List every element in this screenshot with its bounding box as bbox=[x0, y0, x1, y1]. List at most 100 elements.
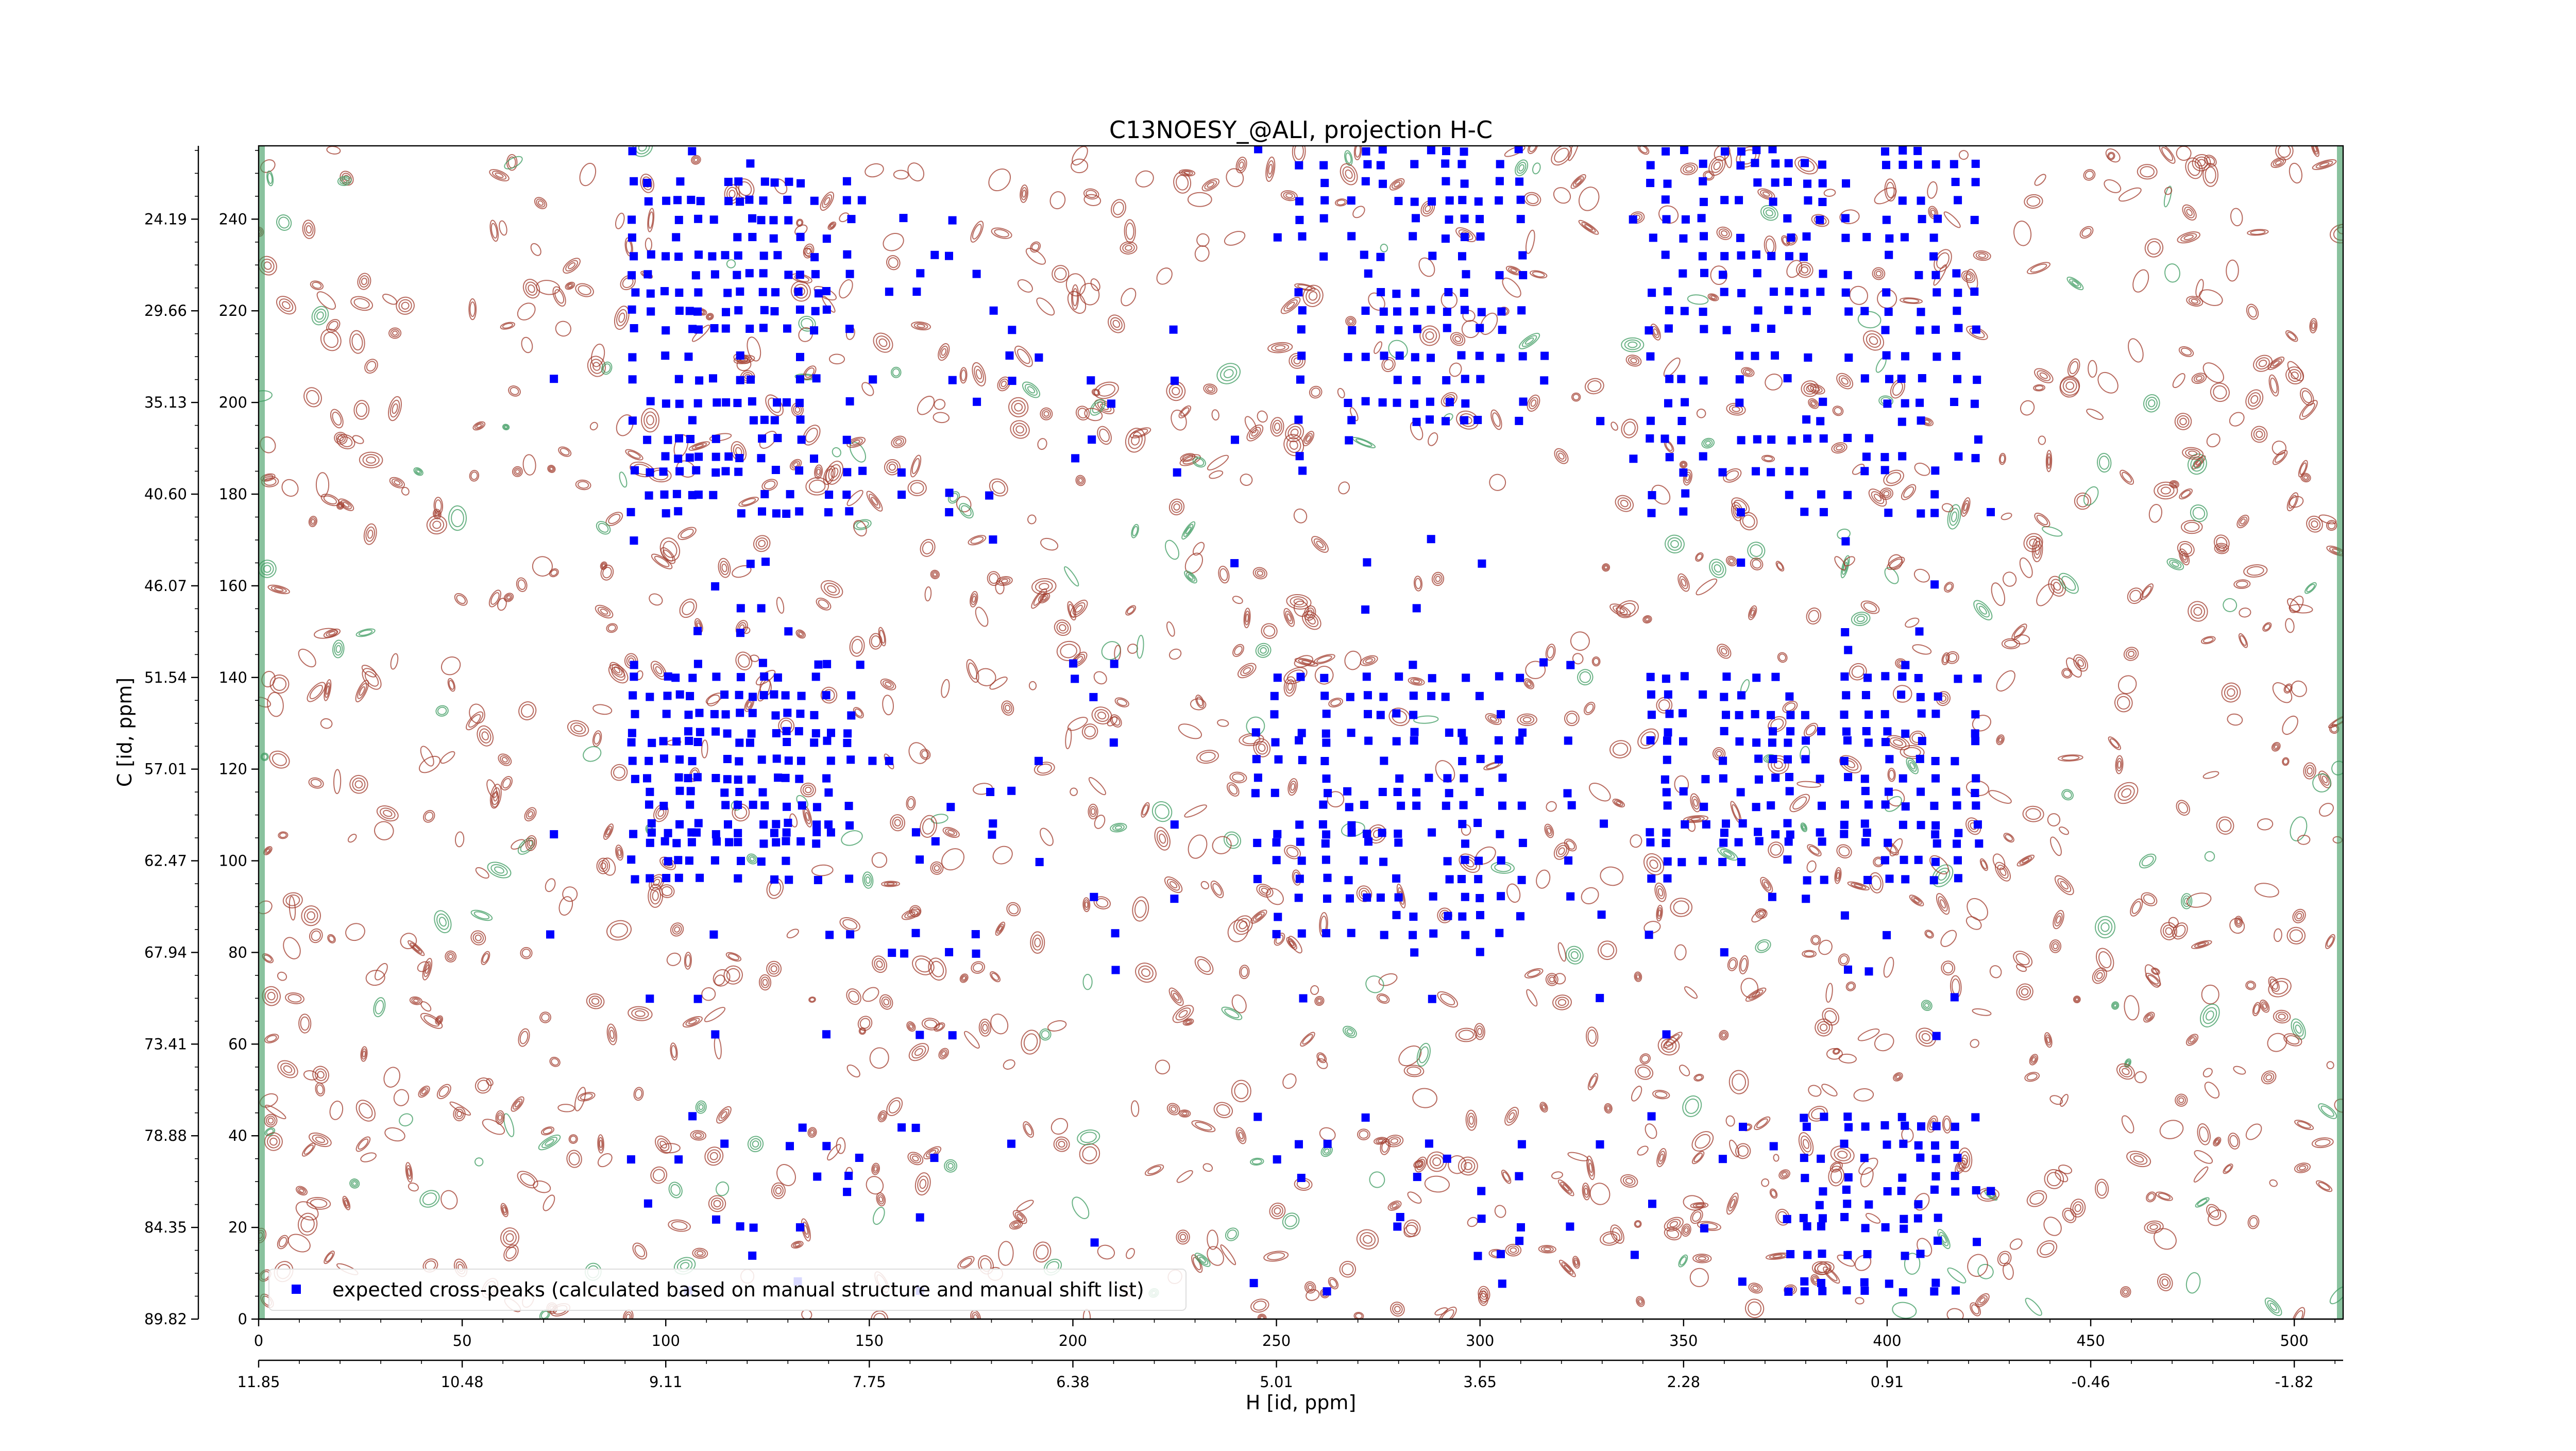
cross-peak-marker bbox=[1720, 252, 1729, 261]
contour-ring bbox=[1972, 1008, 1992, 1016]
x-tick-label: 50 bbox=[453, 1332, 472, 1349]
cross-peak-marker bbox=[693, 773, 702, 782]
contour-ring bbox=[1946, 1308, 1964, 1319]
contour-ring bbox=[295, 1186, 308, 1196]
cross-peak-marker bbox=[1785, 252, 1793, 261]
contour-ring bbox=[710, 1197, 724, 1210]
contour-ring bbox=[1652, 1090, 1670, 1100]
contour-ring bbox=[909, 1153, 921, 1163]
contour-ring bbox=[911, 458, 920, 475]
cross-peak-marker bbox=[1378, 398, 1387, 407]
contour-ring bbox=[481, 731, 489, 740]
contour-ring bbox=[1231, 994, 1247, 1014]
contour-ring bbox=[1872, 267, 1886, 280]
cross-peak-marker bbox=[1495, 672, 1503, 681]
contour-ring bbox=[1461, 1159, 1476, 1173]
contour-ring bbox=[2191, 298, 2198, 304]
cross-peak-marker bbox=[693, 738, 702, 746]
contour-ring bbox=[545, 1139, 554, 1146]
y-ppm-tick-label: 51.54 bbox=[144, 669, 187, 686]
cross-peak-marker bbox=[1816, 417, 1825, 426]
cross-peak-marker bbox=[647, 828, 656, 837]
contour-ring bbox=[2182, 895, 2191, 907]
cross-peak-marker bbox=[1477, 308, 1486, 316]
contour-ring bbox=[1458, 1156, 1478, 1176]
contour-ring bbox=[1027, 386, 1036, 394]
cross-peak-marker bbox=[1680, 672, 1689, 681]
cross-peak-marker bbox=[1458, 820, 1467, 829]
contour-ring bbox=[1685, 474, 1690, 481]
cross-peak-marker bbox=[1817, 1154, 1825, 1163]
cross-peak-marker bbox=[672, 737, 681, 746]
contour-ring bbox=[1744, 369, 1751, 375]
cross-peak-marker bbox=[1700, 232, 1708, 241]
cross-peak-marker bbox=[629, 830, 638, 838]
cross-peak-marker bbox=[674, 773, 683, 782]
contour-ring bbox=[2108, 153, 2114, 159]
cross-peak-marker bbox=[735, 738, 744, 747]
contour-ring bbox=[1682, 1225, 1690, 1235]
cross-peak-marker bbox=[735, 788, 744, 796]
cross-peak-marker bbox=[1497, 856, 1505, 865]
cross-peak-marker bbox=[798, 801, 806, 810]
cross-peak-marker bbox=[1663, 857, 1672, 866]
contour-ring bbox=[352, 778, 366, 791]
cross-peak-marker bbox=[1629, 215, 1637, 224]
cross-peak-marker bbox=[1950, 398, 1958, 406]
contour-ring bbox=[2141, 892, 2158, 906]
contour-ring bbox=[310, 517, 316, 526]
contour-ring bbox=[872, 1207, 885, 1225]
cross-peak-marker bbox=[911, 929, 920, 937]
cross-peak-marker bbox=[746, 560, 755, 568]
contour-ring bbox=[704, 1007, 726, 1022]
contour-ring bbox=[1176, 175, 1189, 191]
contour-ring bbox=[1975, 251, 1989, 260]
contour-ring bbox=[2037, 1240, 2058, 1258]
contour-ring bbox=[2284, 685, 2292, 693]
cross-peak-marker bbox=[1679, 507, 1688, 516]
contour-ring bbox=[616, 414, 634, 436]
contour-ring bbox=[707, 1149, 721, 1163]
cross-peak-marker bbox=[1111, 929, 1120, 938]
contour-ring bbox=[277, 1060, 298, 1078]
contour-ring bbox=[595, 604, 614, 619]
cross-peak-marker bbox=[1786, 711, 1795, 719]
contour-ring bbox=[1961, 497, 1971, 517]
cross-peak-marker bbox=[1474, 197, 1483, 206]
cross-peak-marker bbox=[1646, 672, 1655, 681]
contour-ring bbox=[2236, 514, 2249, 529]
cross-peak-marker bbox=[1898, 452, 1907, 461]
contour-ring bbox=[1750, 558, 1764, 570]
cross-peak-marker bbox=[675, 434, 683, 443]
y-ppm-tick-label: 89.82 bbox=[144, 1310, 187, 1328]
cross-peak-marker bbox=[1662, 839, 1670, 848]
contour-ring bbox=[698, 1104, 704, 1110]
contour-ring bbox=[495, 172, 504, 178]
cross-peak-marker bbox=[1249, 1279, 1258, 1288]
contour-ring bbox=[266, 1035, 277, 1042]
cross-peak-marker bbox=[1863, 875, 1872, 884]
contour-ring bbox=[2159, 1120, 2184, 1139]
cross-peak-marker bbox=[1515, 177, 1524, 186]
cross-peak-marker bbox=[822, 1030, 831, 1039]
cross-peak-marker bbox=[1322, 710, 1331, 718]
cross-peak-marker bbox=[1843, 1251, 1852, 1259]
contour-ring bbox=[1557, 999, 1567, 1006]
contour-ring bbox=[1557, 1179, 1574, 1196]
y-tick-label: 60 bbox=[228, 1035, 247, 1053]
contour-ring bbox=[2044, 1169, 2064, 1189]
cross-peak-marker bbox=[869, 375, 877, 384]
cross-peak-marker bbox=[1412, 788, 1421, 797]
contour-ring bbox=[1261, 887, 1269, 894]
cross-peak-marker bbox=[1914, 160, 1922, 169]
cross-peak-marker bbox=[734, 801, 742, 809]
contour-ring bbox=[908, 1043, 929, 1061]
contour-ring bbox=[959, 1258, 972, 1268]
contour-ring bbox=[631, 1008, 649, 1019]
contour-ring bbox=[470, 930, 486, 946]
contour-ring bbox=[1227, 1229, 1237, 1240]
cross-peak-marker bbox=[1917, 821, 1925, 830]
cross-peak-marker bbox=[1885, 250, 1893, 259]
cross-peak-marker bbox=[1458, 757, 1467, 766]
contour-ring bbox=[973, 963, 984, 972]
